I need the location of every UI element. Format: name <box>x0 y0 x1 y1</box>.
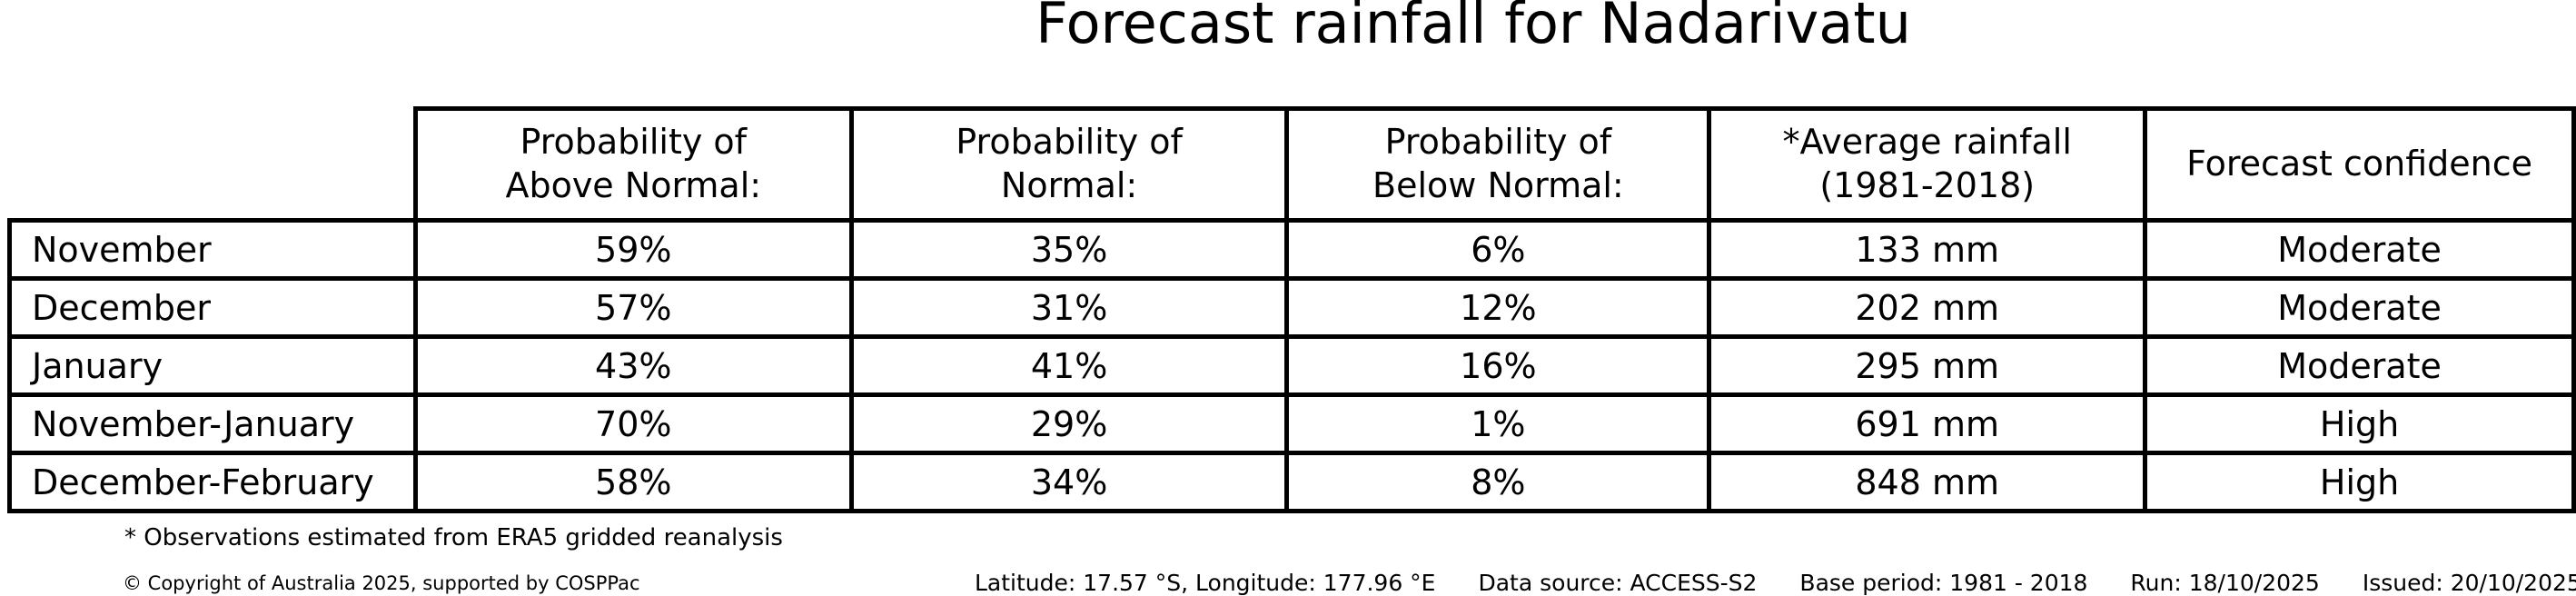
confidence-cell: Moderate <box>2143 276 2576 339</box>
average-rainfall-cell: 691 mm <box>1707 392 2148 455</box>
table-row: December-February 58% 34% 8% 848 mm High <box>7 451 2576 513</box>
below-normal-cell: 12% <box>1284 276 1712 339</box>
above-normal-cell: 58% <box>412 451 854 513</box>
page-title: Forecast rainfall for Nadarivatu <box>1035 0 1911 56</box>
confidence-cell: Moderate <box>2143 334 2576 397</box>
above-normal-cell: 57% <box>412 276 854 339</box>
col-header-forecast-confidence: Forecast confidence <box>2143 106 2576 223</box>
period-cell: December-February <box>7 451 418 513</box>
above-normal-cell: 59% <box>412 218 854 281</box>
normal-cell: 34% <box>848 451 1290 513</box>
period-cell: November <box>7 218 418 281</box>
table-row: January 43% 41% 16% 295 mm Moderate <box>7 334 2576 397</box>
below-normal-cell: 16% <box>1284 334 1712 397</box>
run-date-info: Run: 18/10/2025 <box>2130 570 2320 596</box>
table-row: November 59% 35% 6% 133 mm Moderate <box>7 218 2576 281</box>
table-row: December 57% 31% 12% 202 mm Moderate <box>7 276 2576 339</box>
normal-cell: 35% <box>848 218 1290 281</box>
footer-info: Latitude: 17.57 °S, Longitude: 177.96 °E… <box>975 570 2576 596</box>
normal-cell: 31% <box>848 276 1290 339</box>
below-normal-cell: 6% <box>1284 218 1712 281</box>
header-row: Probability of Above Normal: Probability… <box>9 106 2576 223</box>
period-cell: January <box>7 334 418 397</box>
data-source-info: Data source: ACCESS-S2 <box>1478 570 1758 596</box>
average-rainfall-cell: 295 mm <box>1707 334 2148 397</box>
col-header-average-rainfall: *Average rainfall (1981-2018) <box>1707 106 2148 223</box>
confidence-cell: Moderate <box>2143 218 2576 281</box>
below-normal-cell: 1% <box>1284 392 1712 455</box>
confidence-cell: High <box>2143 392 2576 455</box>
copyright: © Copyright of Australia 2025, supported… <box>123 572 640 594</box>
col-header-below-normal: Probability of Below Normal: <box>1284 106 1712 223</box>
footnote: * Observations estimated from ERA5 gridd… <box>124 524 783 551</box>
period-cell: November-January <box>7 392 418 455</box>
average-rainfall-cell: 133 mm <box>1707 218 2148 281</box>
issued-date-info: Issued: 20/10/2025 <box>2362 570 2576 596</box>
period-cell: December <box>7 276 418 339</box>
above-normal-cell: 43% <box>412 334 854 397</box>
empty-corner-cell <box>9 108 416 221</box>
below-normal-cell: 8% <box>1284 451 1712 513</box>
col-header-normal: Probability of Normal: <box>848 106 1290 223</box>
table-row: November-January 70% 29% 1% 691 mm High <box>7 392 2576 455</box>
average-rainfall-cell: 202 mm <box>1707 276 2148 339</box>
normal-cell: 29% <box>848 392 1290 455</box>
forecast-table: Probability of Above Normal: Probability… <box>7 106 2576 513</box>
location-info: Latitude: 17.57 °S, Longitude: 177.96 °E <box>975 570 1436 596</box>
col-header-above-normal: Probability of Above Normal: <box>412 106 854 223</box>
normal-cell: 41% <box>848 334 1290 397</box>
base-period-info: Base period: 1981 - 2018 <box>1799 570 2088 596</box>
confidence-cell: High <box>2143 451 2576 513</box>
above-normal-cell: 70% <box>412 392 854 455</box>
average-rainfall-cell: 848 mm <box>1707 451 2148 513</box>
